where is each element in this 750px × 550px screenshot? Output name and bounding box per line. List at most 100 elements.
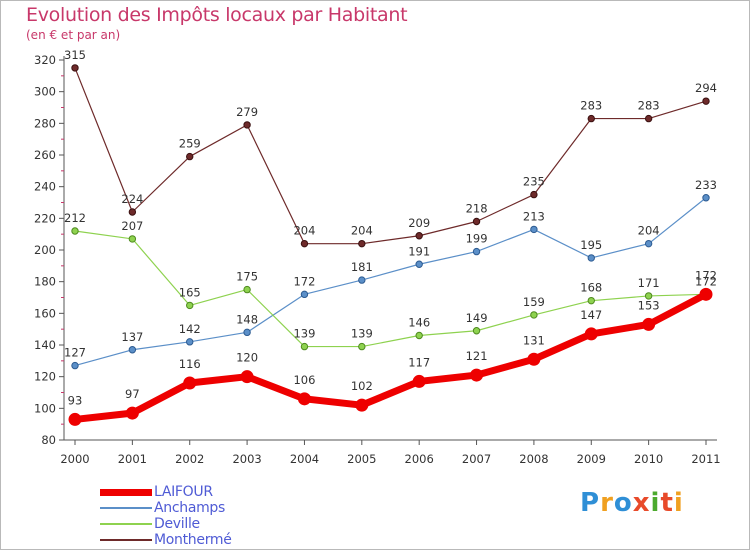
data-label: 172 [293,274,315,288]
data-label: 159 [523,295,545,309]
x-tick-label: 2007 [462,452,491,466]
data-point [300,239,309,248]
data-label: 172 [695,268,717,282]
data-point [358,239,366,248]
data-label: 204 [293,224,315,238]
data-label: 106 [293,373,315,387]
data-label: 142 [179,322,201,336]
data-point [243,121,251,129]
data-point [644,292,653,300]
data-point [355,398,369,412]
x-tick-label: 2000 [60,452,89,466]
x-tick-label: 2005 [347,452,376,466]
data-point [584,327,598,341]
data-point [472,327,481,335]
data-label: 146 [408,316,430,330]
series-line [74,67,707,245]
data-point [412,374,426,388]
logo-letter: x [632,488,651,518]
data-label: 181 [351,260,373,274]
y-tick-label: 240 [34,180,56,194]
data-label: 259 [179,137,201,151]
logo-letter: r [600,488,614,518]
data-point [243,328,251,337]
logo-letter: o [613,488,633,518]
y-tick-label: 140 [34,338,56,352]
series-laifour [68,287,713,426]
data-point [186,152,194,161]
data-point [587,254,595,262]
data-point [415,232,423,240]
data-label: 93 [68,393,83,407]
y-tick-label: 200 [34,243,56,257]
chart-title: Evolution des Impôts locaux par Habitant [26,4,408,26]
y-tick-label: 180 [34,275,56,289]
series-anchamps [71,194,710,370]
legend-label: Deville [154,516,200,532]
series-line [71,290,710,423]
data-label: 97 [125,387,140,401]
data-label: 131 [523,333,545,347]
x-tick-label: 2008 [519,452,548,466]
data-point [128,346,137,354]
y-tick-label: 100 [34,401,56,415]
x-tick-label: 2004 [290,452,319,466]
data-label: 279 [236,105,258,119]
data-label: 175 [236,270,258,284]
data-label: 315 [64,48,86,62]
x-tick-label: 2010 [634,452,663,466]
series-line [74,197,707,367]
data-point [702,97,710,105]
data-point [644,239,653,248]
data-point [128,208,137,216]
data-point [470,368,484,382]
y-tick-label: 260 [34,148,56,162]
data-label: 137 [121,330,143,344]
x-tick-label: 2006 [405,452,434,466]
y-tick-label: 320 [34,53,56,67]
data-label: 294 [695,81,717,95]
legend-swatch [100,539,152,541]
data-label: 233 [695,178,717,192]
data-label: 153 [638,298,660,312]
data-label: 207 [121,219,143,233]
y-tick-label: 160 [34,306,56,320]
data-point [128,235,137,243]
data-point [297,392,311,406]
x-tick-label: 2009 [577,452,606,466]
data-point [71,227,79,235]
data-point [472,247,481,256]
data-label: 212 [64,211,86,225]
series-montherme [71,64,710,248]
data-label: 235 [523,175,545,189]
data-label: 195 [580,238,602,252]
data-label: 139 [351,327,373,341]
data-label: 147 [580,308,602,322]
data-point [415,260,423,268]
proxiti-logo: Proxiti [580,488,684,518]
data-point [530,190,538,199]
y-tick-label: 120 [34,370,56,384]
data-point [240,370,254,384]
data-label: 213 [523,209,545,223]
data-label: 148 [236,312,258,326]
data-point [702,194,710,202]
legend-swatch [100,489,152,496]
data-label: 199 [466,232,488,246]
data-point [300,342,309,351]
data-point [186,301,194,310]
data-point [68,412,82,426]
data-point [587,114,595,123]
data-label: 120 [236,351,258,365]
data-label: 116 [179,357,201,371]
logo-letter: i [673,488,684,518]
logo-letter: P [580,488,601,518]
legend-label: LAIFOUR [154,484,213,500]
data-label: 171 [638,276,660,290]
legend-label: Anchamps [154,500,226,516]
data-point [358,276,366,284]
y-tick-label: 300 [34,85,56,99]
data-label: 127 [64,346,86,360]
